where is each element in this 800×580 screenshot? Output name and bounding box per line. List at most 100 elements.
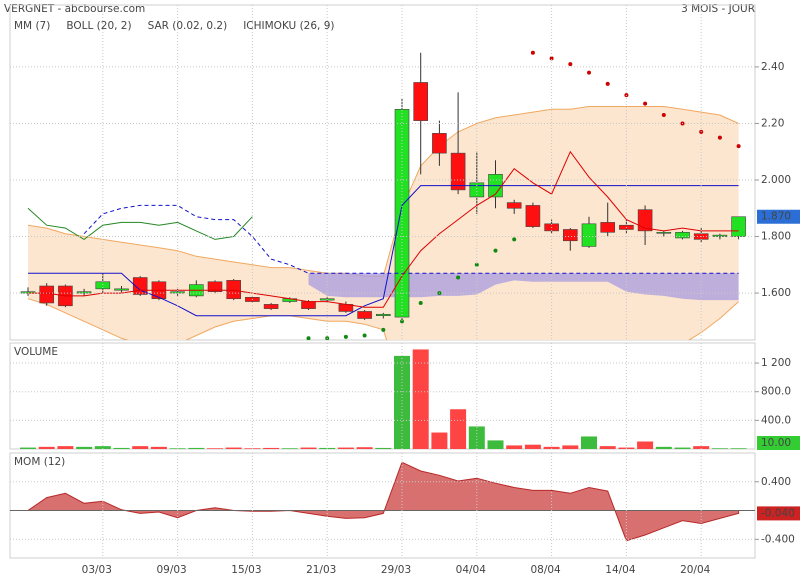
value-label: 10.00 (761, 437, 791, 449)
legend-entry: MM (7) (14, 20, 50, 32)
volume-bar (468, 426, 485, 449)
volume-bar (113, 447, 130, 449)
sar-dot (661, 112, 666, 117)
legend-entry: BOLL (20, 2) (66, 20, 131, 32)
volume-bar (543, 446, 560, 449)
ichimoku-span (83, 204, 739, 274)
y-tick-label: 2.20 (761, 117, 784, 129)
x-tick-label: 03/03 (82, 564, 112, 576)
y-tick-label: 0.400 (761, 476, 791, 488)
value-label: -0.040 (761, 507, 795, 519)
chart-subtitle: 3 MOIS - JOUR (681, 3, 755, 15)
sar-dot (512, 237, 517, 242)
x-tick-label: 14/04 (605, 564, 636, 576)
sar-dot (306, 336, 311, 340)
legend-entry: ICHIMOKU (26, 9) (243, 20, 334, 32)
volume-bar (730, 448, 747, 449)
sar-dot (400, 319, 404, 324)
volume-bar (356, 447, 373, 449)
plot-area (20, 50, 746, 340)
volume-bar (375, 447, 392, 449)
volume-bar (581, 436, 597, 449)
panel-frame (9, 4, 756, 341)
sar-dot (343, 334, 348, 339)
candle-body (413, 82, 429, 121)
candle-body (637, 209, 653, 232)
candle-body (375, 313, 391, 316)
volume-bar (281, 448, 298, 449)
x-tick-label: 08/04 (530, 564, 561, 576)
volume-bar (207, 448, 223, 449)
y-tick-label: 1 200 (761, 357, 791, 369)
volume-bar (524, 444, 541, 449)
legend-entry: SAR (0.02, 0.2) (148, 20, 228, 32)
volume-bar (337, 447, 354, 449)
volume-bar (150, 446, 167, 449)
volume-bar (188, 447, 205, 449)
sar-dot (474, 262, 479, 267)
ichimoku-chikou (27, 207, 253, 241)
candle-body (675, 231, 690, 239)
y-tick-label: 800.0 (761, 386, 791, 398)
momentum-area (27, 461, 740, 542)
sar-dot (605, 81, 610, 86)
x-tick-label: 29/03 (381, 564, 411, 576)
y-tick-label: 1.600 (761, 287, 791, 299)
sar-dot (587, 70, 591, 75)
value-label: 1.870 (761, 211, 791, 223)
y-tick-label: 2.40 (761, 61, 784, 73)
volume-bar (637, 441, 654, 449)
y-tick-label: 2.000 (761, 174, 791, 186)
sar-dot (381, 327, 386, 332)
x-tick-label: 20/04 (680, 564, 711, 576)
volume-bar (711, 448, 728, 449)
value-label-box (757, 436, 800, 450)
sar-dot (549, 56, 554, 61)
candle-body (39, 285, 55, 304)
volume-bar (263, 447, 280, 449)
volume-bar (693, 446, 710, 449)
volume-bar (450, 409, 467, 449)
candle-body (207, 281, 223, 292)
volume-bar (57, 446, 74, 449)
candle-body (263, 304, 279, 309)
volume-bar (487, 440, 504, 449)
candle-body (450, 152, 466, 191)
volume-bar (394, 355, 410, 449)
y-tick-label: 400.0 (761, 414, 791, 426)
value-label-box (757, 506, 800, 521)
volume-bar (431, 432, 448, 449)
candle-body (76, 291, 92, 294)
x-tick-label: 21/03 (306, 564, 336, 576)
candle-body (600, 222, 616, 233)
moving-average (28, 150, 739, 308)
candle-body (506, 202, 522, 209)
volume-bar (38, 446, 55, 449)
sar-dot (568, 62, 573, 67)
plot-area (10, 461, 755, 542)
candle-body (731, 216, 746, 237)
candle-body (432, 133, 447, 154)
volume-bar (506, 445, 523, 449)
candle-body (226, 280, 241, 300)
x-tick-label: 15/03 (231, 564, 261, 576)
volume-bar (674, 447, 691, 449)
volume-bar (655, 446, 672, 449)
volume-bar (300, 447, 317, 449)
sar-dot (643, 101, 648, 106)
value-label-box (757, 209, 800, 224)
candle-body (581, 223, 597, 247)
volume-bar (412, 349, 429, 449)
chart-title: VERGNET - abcbourse.com (4, 3, 145, 15)
sar-dot (418, 300, 423, 305)
panel-frame (9, 452, 756, 559)
ichimoku-line (28, 185, 739, 317)
candle-body (525, 205, 541, 227)
sar-dot (493, 248, 498, 253)
candle-body (562, 229, 578, 242)
sar-dot (530, 50, 535, 55)
plot-area (20, 349, 747, 449)
volume-bar (562, 445, 579, 449)
sar-dot (717, 135, 722, 140)
